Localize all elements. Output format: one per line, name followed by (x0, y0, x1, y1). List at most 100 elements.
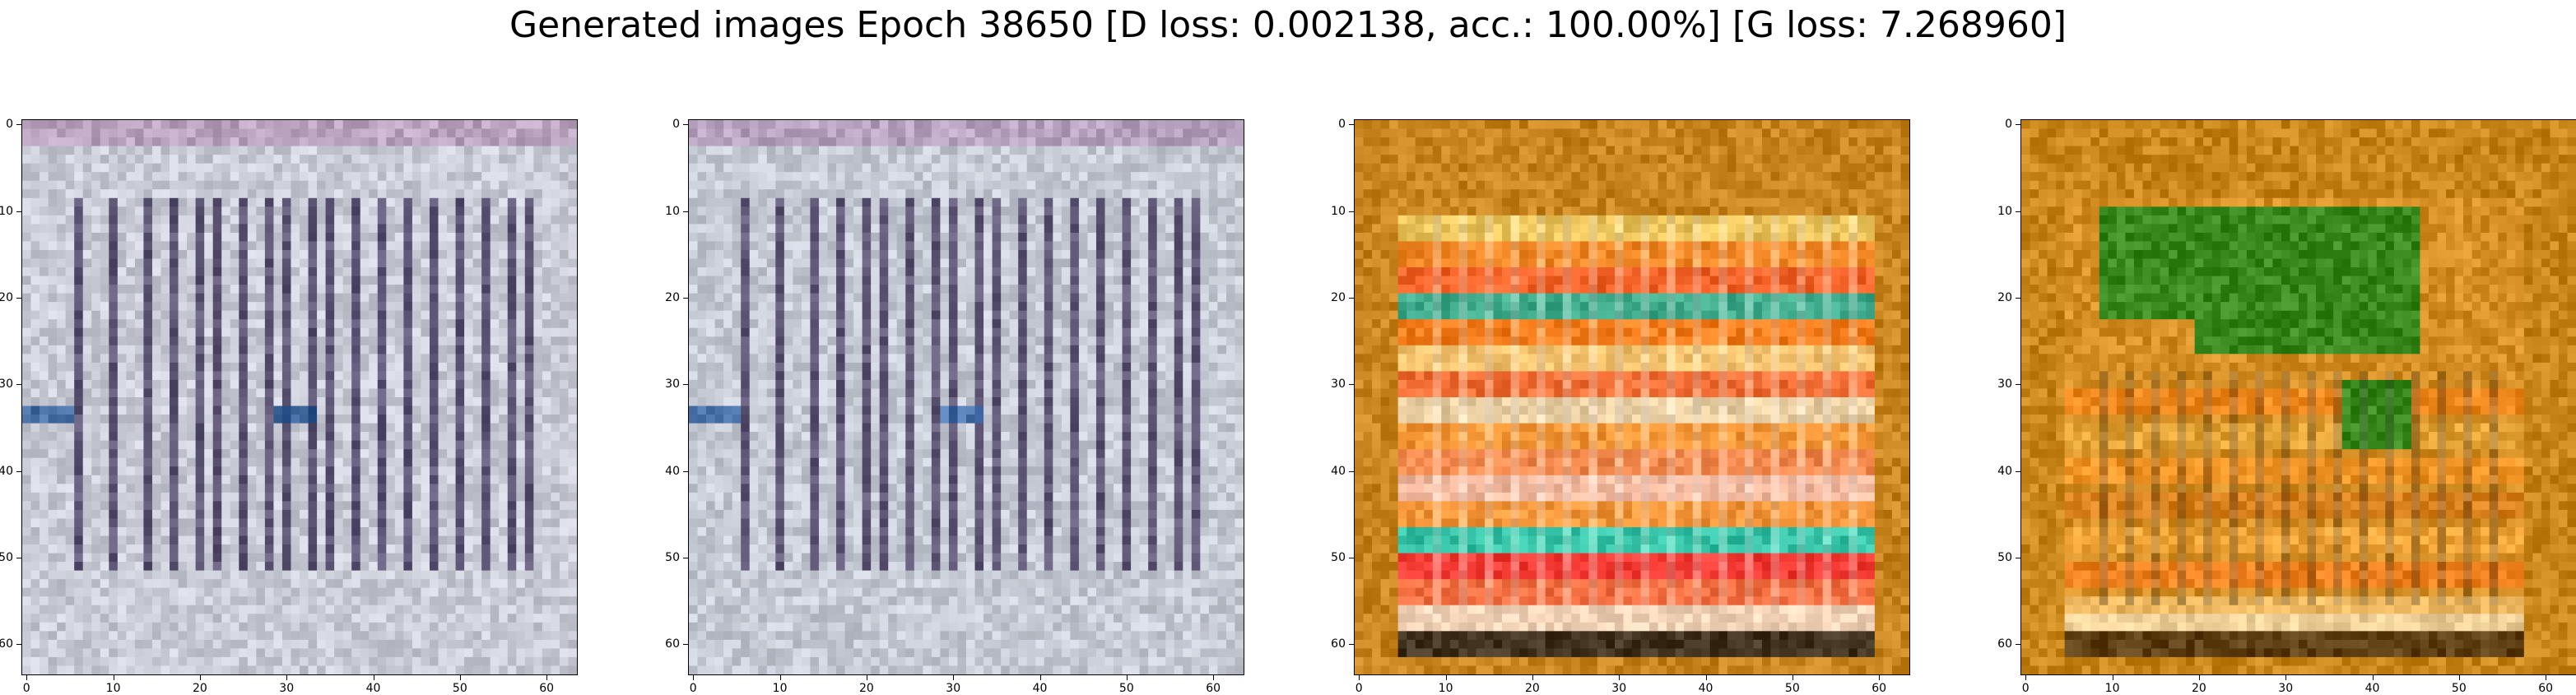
x-tick-label: 60 (2538, 682, 2554, 695)
x-tick-label: 20 (1524, 682, 1540, 695)
y-tick-label: 10 (1997, 204, 2012, 218)
y-tick-mark (16, 297, 21, 299)
y-tick-label: 0 (6, 118, 13, 132)
x-tick-label: 0 (22, 682, 30, 695)
y-tick-label: 40 (665, 464, 680, 478)
y-tick-mark (16, 211, 21, 212)
x-tick-label: 10 (772, 682, 788, 695)
y-tick-label: 20 (665, 290, 680, 304)
y-tick-label: 60 (0, 637, 13, 651)
y-tick-label: 40 (0, 464, 13, 478)
y-tick-mark (683, 211, 688, 212)
x-tick-mark (1039, 675, 1041, 680)
y-tick-mark (2016, 211, 2020, 212)
y-tick-label: 60 (665, 637, 680, 651)
y-tick-mark (1349, 297, 1354, 299)
y-tick-label: 60 (1997, 637, 2012, 651)
x-tick-label: 30 (2278, 682, 2294, 695)
y-tick-mark (2016, 644, 2020, 646)
figure-title: Generated images Epoch 38650 [D loss: 0.… (509, 4, 2067, 46)
generated-image-panel-2: 0 10 20 30 40 50 60 0 10 20 30 40 50 60 (665, 118, 1244, 695)
x-tick-mark (779, 675, 781, 680)
generated-image-panel-1: 0 10 20 30 40 50 60 0 10 20 30 40 50 60 (0, 118, 578, 695)
y-tick-mark (1349, 384, 1354, 386)
generated-image-4 (2021, 120, 2576, 674)
x-tick-mark (286, 675, 288, 680)
x-tick-mark (2025, 675, 2027, 680)
y-tick-mark (683, 384, 688, 386)
y-tick-mark (1349, 211, 1354, 212)
x-tick-mark (953, 675, 955, 680)
y-tick-label: 0 (1338, 118, 1346, 132)
y-tick-mark (683, 470, 688, 472)
y-tick-mark (1349, 470, 1354, 472)
x-tick-label: 40 (1698, 682, 1713, 695)
y-tick-label: 40 (1331, 464, 1346, 478)
x-tick-label: 50 (452, 682, 467, 695)
y-tick-label: 30 (0, 378, 13, 392)
y-tick-label: 30 (1331, 378, 1346, 392)
x-tick-mark (1879, 675, 1881, 680)
x-tick-mark (1619, 675, 1620, 680)
y-tick-label: 10 (665, 204, 680, 218)
y-tick-label: 30 (1997, 378, 2012, 392)
x-tick-label: 30 (1611, 682, 1627, 695)
x-tick-label: 0 (689, 682, 697, 695)
x-tick-mark (1359, 675, 1360, 680)
x-tick-label: 50 (1784, 682, 1800, 695)
x-tick-mark (1445, 675, 1447, 680)
x-tick-mark (2372, 675, 2374, 680)
y-tick-mark (1349, 644, 1354, 646)
y-tick-label: 40 (1997, 464, 2012, 478)
y-tick-label: 0 (672, 118, 680, 132)
x-tick-label: 60 (1872, 682, 1887, 695)
x-tick-label: 50 (2451, 682, 2467, 695)
y-tick-mark (16, 644, 21, 646)
generated-image-panel-4: 0 10 20 30 40 50 60 0 10 20 30 40 50 60 (1997, 118, 2576, 695)
x-tick-label: 30 (279, 682, 295, 695)
x-tick-label: 60 (1206, 682, 1221, 695)
x-tick-mark (1705, 675, 1707, 680)
y-tick-mark (683, 124, 688, 126)
y-tick-mark (2016, 124, 2020, 126)
x-tick-label: 20 (2191, 682, 2206, 695)
x-tick-mark (199, 675, 201, 680)
y-tick-label: 20 (0, 290, 13, 304)
x-tick-mark (1126, 675, 1128, 680)
x-tick-label: 40 (365, 682, 381, 695)
y-tick-label: 50 (1997, 550, 2012, 564)
y-tick-mark (2016, 297, 2020, 299)
x-tick-label: 30 (946, 682, 961, 695)
x-tick-mark (2285, 675, 2287, 680)
y-tick-label: 60 (1331, 637, 1346, 651)
generated-image-panel-3: 0 10 20 30 40 50 60 0 10 20 30 40 50 60 (1331, 118, 1910, 695)
y-tick-label: 10 (1331, 204, 1346, 218)
x-tick-label: 60 (539, 682, 555, 695)
y-tick-mark (1349, 124, 1354, 126)
x-tick-mark (693, 675, 695, 680)
x-tick-mark (1213, 675, 1215, 680)
x-tick-label: 20 (858, 682, 874, 695)
x-tick-label: 20 (192, 682, 207, 695)
y-tick-label: 30 (665, 378, 680, 392)
x-tick-mark (26, 675, 28, 680)
y-tick-label: 20 (1331, 290, 1346, 304)
x-tick-label: 10 (1438, 682, 1453, 695)
x-tick-mark (459, 675, 461, 680)
x-tick-label: 0 (1355, 682, 1363, 695)
x-tick-label: 40 (1032, 682, 1048, 695)
y-tick-mark (16, 124, 21, 126)
y-tick-label: 50 (0, 550, 13, 564)
y-tick-mark (2016, 384, 2020, 386)
x-tick-mark (2198, 675, 2200, 680)
x-tick-label: 0 (2021, 682, 2030, 695)
x-tick-mark (2458, 675, 2460, 680)
y-tick-label: 20 (1997, 290, 2012, 304)
x-tick-mark (546, 675, 548, 680)
x-tick-label: 50 (1118, 682, 1134, 695)
y-tick-mark (16, 384, 21, 386)
generated-image-2 (689, 120, 1244, 674)
generated-image-3 (1355, 120, 1909, 674)
y-tick-mark (16, 470, 21, 472)
y-tick-label: 50 (1331, 550, 1346, 564)
